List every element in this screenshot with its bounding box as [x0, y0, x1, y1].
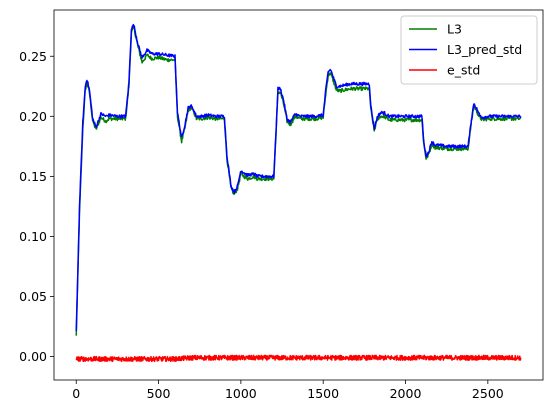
y-axis: 0.00 0.05 0.10 0.15 0.20 0.25 — [19, 49, 54, 364]
legend: L3 L3_pred_std e_std — [400, 15, 538, 85]
y-tick-label: 0.10 — [19, 229, 47, 244]
series-line-l3 — [75, 25, 522, 336]
legend-label-l3: L3 — [447, 22, 462, 37]
series-line-e-std — [75, 354, 522, 363]
y-tick-label: 0.15 — [19, 169, 47, 184]
legend-box — [400, 15, 538, 85]
y-tick-label: 0.00 — [19, 349, 47, 364]
legend-label-e-std: e_std — [447, 63, 480, 78]
x-axis: 0 500 1000 1500 2000 2500 — [72, 380, 504, 401]
plot-lines — [75, 23, 522, 363]
y-tick-label: 0.25 — [19, 49, 47, 64]
x-tick-label: 500 — [147, 386, 171, 401]
x-tick-label: 0 — [72, 386, 80, 401]
legend-label-l3-pred-std: L3_pred_std — [447, 42, 522, 57]
x-tick-label: 2500 — [472, 386, 504, 401]
y-tick-label: 0.05 — [19, 289, 47, 304]
x-tick-label: 1500 — [307, 386, 339, 401]
x-tick-label: 2000 — [390, 386, 422, 401]
x-tick-label: 1000 — [225, 386, 257, 401]
series-line-l3-pred-std — [75, 23, 522, 332]
y-tick-label: 0.20 — [19, 109, 47, 124]
plot-frame — [53, 9, 544, 381]
